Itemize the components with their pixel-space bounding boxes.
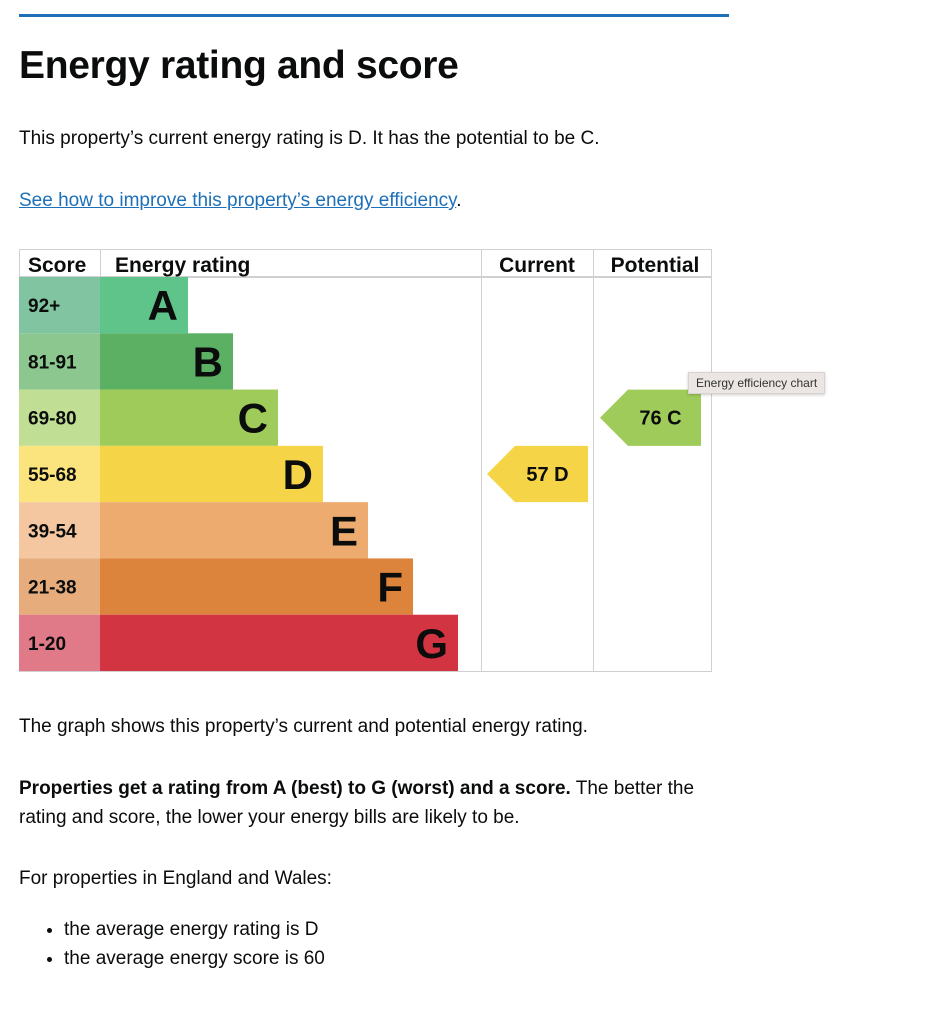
rating-bar-D xyxy=(100,445,323,503)
score-range-G: 1-20 xyxy=(28,634,66,655)
rating-bar-F xyxy=(100,558,413,615)
section-divider xyxy=(19,14,729,17)
rating-letter-D: D xyxy=(283,451,313,498)
current-rating-label: 57 D xyxy=(526,464,568,486)
score-cell-F xyxy=(19,558,100,615)
score-range-B: 81-91 xyxy=(28,352,77,373)
score-range-F: 21-38 xyxy=(28,578,77,599)
graph-description: The graph shows this property’s current … xyxy=(19,716,588,737)
list-item: the average energy score is 60 xyxy=(64,944,325,973)
improve-paragraph: See how to improve this property’s energ… xyxy=(19,186,719,215)
rating-letter-A: A xyxy=(148,282,178,329)
energy-efficiency-chart: Score Energy rating Current Potential 92+ A 81… xyxy=(19,249,712,672)
rating-bar-E xyxy=(100,502,368,559)
score-range-C: 69-80 xyxy=(28,409,77,430)
averages-list: the average energy rating is D the avera… xyxy=(19,915,325,973)
rating-bar-A xyxy=(100,277,188,334)
ratings-rest: The better the rating and score, the low… xyxy=(19,778,695,828)
rating-letter-E: E xyxy=(330,507,358,554)
header-potential: Potential xyxy=(611,254,700,277)
header-score: Score xyxy=(28,254,86,277)
score-cell-A xyxy=(19,277,100,334)
rating-letter-C: C xyxy=(238,395,268,442)
score-range-E: 39-54 xyxy=(28,521,77,542)
score-range-A: 92+ xyxy=(28,296,60,317)
potential-rating-label: 76 C xyxy=(639,408,681,430)
score-cell-C xyxy=(19,389,100,446)
rating-letter-B: B xyxy=(193,338,223,385)
rating-letter-F: F xyxy=(377,564,403,611)
rating-bar-B xyxy=(100,333,233,390)
score-range-D: 55-68 xyxy=(28,465,77,486)
header-energy-rating: Energy rating xyxy=(115,254,250,277)
region-text: For properties in England and Wales: xyxy=(19,868,332,889)
ratings-bold: Properties get a rating from A (best) to… xyxy=(19,778,571,799)
chart-tooltip: Energy efficiency chart xyxy=(688,372,826,394)
rating-letter-G: G xyxy=(415,620,448,667)
score-cell-E xyxy=(19,502,100,559)
current-rating-arrow xyxy=(487,445,588,503)
period: . xyxy=(456,190,462,211)
rating-bar-C xyxy=(100,389,278,446)
rating-bar-G xyxy=(100,614,458,671)
score-cell-D xyxy=(19,445,100,503)
ratings-explanation: Properties get a rating from A (best) to… xyxy=(19,774,719,832)
potential-rating-arrow xyxy=(600,389,701,446)
header-current: Current xyxy=(499,254,575,277)
score-cell-G xyxy=(19,614,100,671)
score-cell-B xyxy=(19,333,100,390)
list-item: the average energy rating is D xyxy=(64,915,325,944)
intro-text: This property’s current energy rating is… xyxy=(19,128,600,149)
improve-link[interactable]: See how to improve this property’s energ… xyxy=(19,190,457,211)
page-title: Energy rating and score xyxy=(19,44,459,87)
